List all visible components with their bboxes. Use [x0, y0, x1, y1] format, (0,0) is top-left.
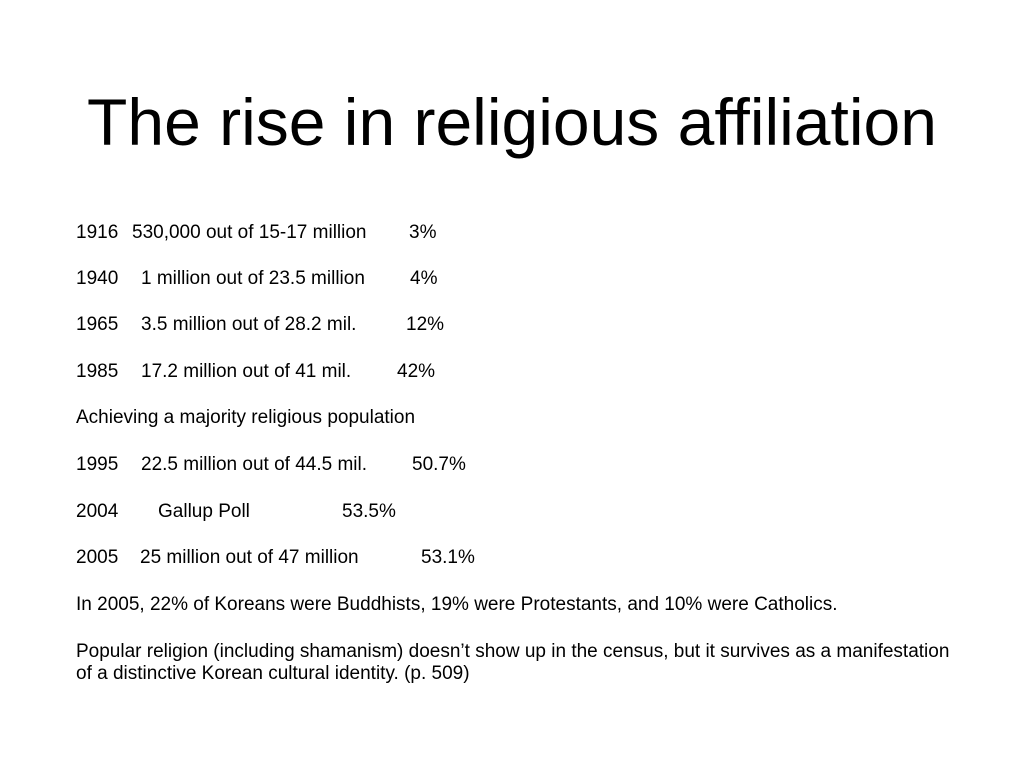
row-year: 2005: [76, 547, 119, 568]
row-percentage: 12%: [406, 314, 445, 335]
row-year: 1965: [76, 314, 119, 335]
data-row: 2005 25 million out of 47 million 53.1%: [76, 547, 475, 657]
religion-breakdown-note: In 2005, 22% of Koreans were Buddhists, …: [76, 594, 838, 615]
row-description: 25 million out of 47 million: [140, 547, 359, 568]
row-percentage: 42%: [397, 361, 436, 382]
row-year: 1985: [76, 361, 119, 382]
section-subheading: Achieving a majority religious populatio…: [76, 407, 416, 428]
row-percentage: 50.7%: [412, 454, 466, 475]
data-row: 2004 Gallup Poll 53.5%: [76, 501, 396, 611]
popular-religion-note: Popular religion (including shamanism) d…: [76, 641, 950, 684]
row-percentage: 4%: [410, 268, 438, 289]
row-year: 2004: [76, 501, 119, 522]
row-year: 1995: [76, 454, 119, 475]
data-row: 1985 17.2 million out of 41 mil. 42%: [76, 361, 435, 471]
data-row: 1940 1 million out of 23.5 million 4%: [76, 268, 437, 378]
slide-title: The rise in religious affiliation: [87, 85, 937, 159]
data-row: 1916 530,000 out of 15-17 million 3%: [76, 222, 436, 332]
row-description: 1 million out of 23.5 million: [141, 268, 365, 289]
row-description: 530,000 out of 15-17 million: [132, 222, 367, 243]
row-description: 3.5 million out of 28.2 mil.: [141, 314, 357, 335]
row-percentage: 3%: [409, 222, 437, 243]
data-row: 1995 22.5 million out of 44.5 mil. 50.7%: [76, 454, 466, 564]
row-year: 1940: [76, 268, 119, 289]
row-description: 22.5 million out of 44.5 mil.: [141, 454, 368, 475]
data-row: 1965 3.5 million out of 28.2 mil. 12%: [76, 314, 444, 424]
row-year: 1916: [76, 222, 119, 243]
row-percentage: 53.1%: [421, 547, 475, 568]
row-description: Gallup Poll: [158, 501, 250, 522]
row-description: 17.2 million out of 41 mil.: [141, 361, 352, 382]
row-percentage: 53.5%: [342, 501, 396, 522]
